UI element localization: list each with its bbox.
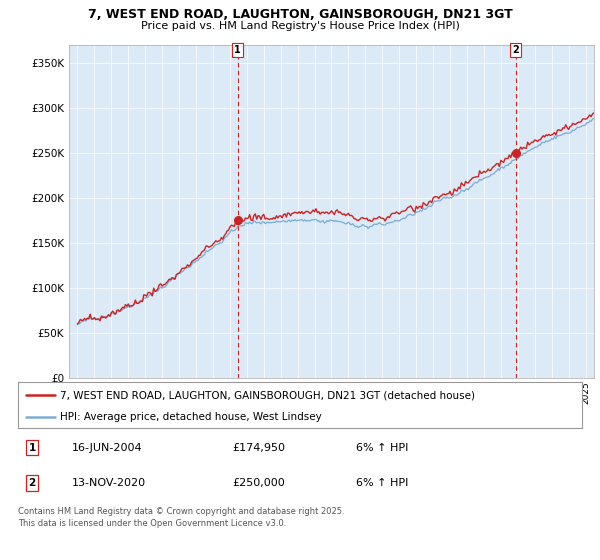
Text: 2: 2 xyxy=(512,45,519,55)
Text: 7, WEST END ROAD, LAUGHTON, GAINSBOROUGH, DN21 3GT: 7, WEST END ROAD, LAUGHTON, GAINSBOROUGH… xyxy=(88,8,512,21)
Text: £250,000: £250,000 xyxy=(232,478,285,488)
Text: 6% ↑ HPI: 6% ↑ HPI xyxy=(356,478,409,488)
Text: 1: 1 xyxy=(28,443,36,452)
Text: Contains HM Land Registry data © Crown copyright and database right 2025.
This d: Contains HM Land Registry data © Crown c… xyxy=(18,507,344,528)
Text: Price paid vs. HM Land Registry's House Price Index (HPI): Price paid vs. HM Land Registry's House … xyxy=(140,21,460,31)
Text: 6% ↑ HPI: 6% ↑ HPI xyxy=(356,443,409,452)
Text: 1: 1 xyxy=(235,45,241,55)
Text: 2: 2 xyxy=(28,478,36,488)
Text: £174,950: £174,950 xyxy=(232,443,286,452)
Text: HPI: Average price, detached house, West Lindsey: HPI: Average price, detached house, West… xyxy=(60,412,322,422)
Text: 7, WEST END ROAD, LAUGHTON, GAINSBOROUGH, DN21 3GT (detached house): 7, WEST END ROAD, LAUGHTON, GAINSBOROUGH… xyxy=(60,390,475,400)
Text: 13-NOV-2020: 13-NOV-2020 xyxy=(71,478,146,488)
Text: 16-JUN-2004: 16-JUN-2004 xyxy=(71,443,142,452)
